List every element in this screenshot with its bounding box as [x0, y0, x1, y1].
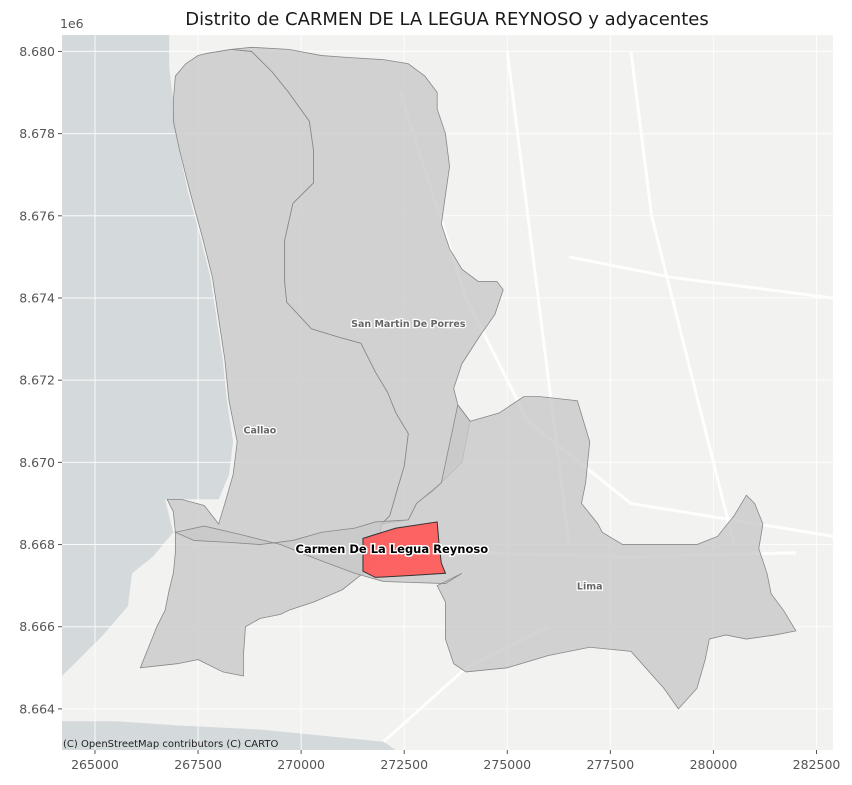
y-tick-label: 8.666 — [19, 619, 55, 634]
y-tick-label: 8.668 — [19, 537, 55, 552]
highlighted-district-label: Carmen De La Legua Reynoso — [296, 542, 489, 556]
x-tick-label: 265000 — [71, 757, 119, 772]
x-tick-label: 280000 — [690, 757, 738, 772]
highlighted-district — [362, 521, 447, 578]
x-tick-label: 277500 — [586, 757, 634, 772]
y-tick-label: 8.674 — [19, 290, 55, 305]
x-tick-label: 282500 — [793, 757, 841, 772]
x-axis-ticks: 265000 267500 270000 272500 275000 277500 2800… — [71, 750, 840, 772]
district-label-lima: Lima — [577, 582, 603, 593]
y-offset-label: 1e6 — [60, 16, 84, 31]
map-attribution: (C) OpenStreetMap contributors (C) CARTO — [63, 739, 278, 750]
map-axes: Callao San Martin De Porres Lima Carmen De … — [62, 35, 833, 750]
y-tick-label: 8.678 — [19, 126, 55, 141]
district-polygon-lima — [174, 396, 797, 710]
district-labels: Callao San Martin De Porres Lima Carmen De … — [242, 318, 604, 594]
district-label-san-martin-de-porres: San Martin De Porres — [351, 319, 466, 330]
district-label-callao: Callao — [243, 426, 276, 437]
x-tick-label: 272500 — [380, 757, 428, 772]
y-tick-label: 8.672 — [19, 373, 55, 388]
x-tick-label: 267500 — [174, 757, 222, 772]
highlighted-district-polygon — [362, 521, 447, 578]
basemap-road — [568, 255, 833, 300]
y-tick-label: 8.670 — [19, 455, 55, 470]
x-tick-label: 270000 — [277, 757, 325, 772]
map-title: Distrito de CARMEN DE LA LEGUA REYNOSO y… — [185, 9, 708, 30]
y-tick-label: 8.676 — [19, 208, 55, 223]
y-tick-label: 8.664 — [19, 701, 55, 716]
x-tick-label: 275000 — [483, 757, 531, 772]
y-tick-label: 8.680 — [19, 44, 55, 59]
district-polygons — [139, 46, 797, 710]
y-axis-ticks: 8.664 8.666 8.668 8.670 8.672 8.674 8.676 8.678… — [19, 44, 62, 716]
